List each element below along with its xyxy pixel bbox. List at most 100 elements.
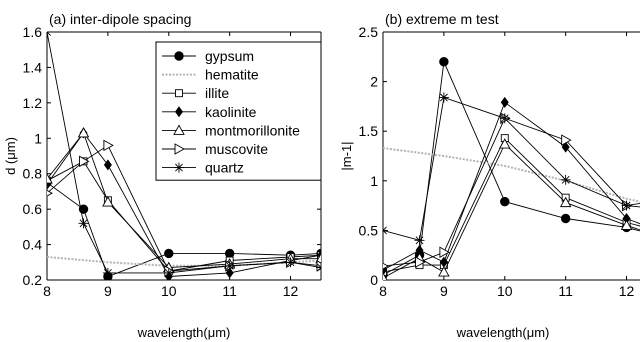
x-tick-label: 10 <box>497 283 513 299</box>
marker-open-triangle-up <box>559 196 572 208</box>
x-tick-label: 10 <box>161 283 177 299</box>
marker-filled-diamond <box>622 212 631 224</box>
marker-open-triangle-up <box>438 266 450 277</box>
marker-filled-diamond <box>103 159 112 171</box>
marker-open-triangle-up <box>499 138 511 149</box>
marker-asterisk <box>174 162 184 173</box>
marker-open-triangle-right <box>561 134 572 146</box>
marker-asterisk <box>499 113 510 124</box>
marker-open-triangle-up <box>102 196 114 207</box>
legend-label: quartz <box>205 160 244 176</box>
marker-open-triangle-right <box>47 189 53 197</box>
marker-asterisk <box>224 260 235 271</box>
y-tick-label: 1.2 <box>23 95 43 111</box>
marker-open-triangle-up <box>620 219 633 230</box>
asterisk-stroke <box>622 201 631 210</box>
x-axis-label: wavelength(μm) <box>137 325 231 340</box>
y-tick-label: 1 <box>370 173 378 189</box>
asterisk-stroke <box>103 268 112 277</box>
x-tick-label: 12 <box>283 283 299 299</box>
marker-asterisk <box>102 267 113 278</box>
marker-open-triangle-up <box>77 127 90 138</box>
y-tick-label: 0.4 <box>23 237 43 253</box>
marker-asterisk <box>438 92 449 103</box>
asterisk-stroke <box>317 266 321 272</box>
marker-filled-circle <box>500 196 510 207</box>
panel-a: 0.2 0.4 0.6 0.8 1 1.2 1.4 1.6 8 9 10 11 12 wavelength… <box>3 11 322 340</box>
marker-open-triangle-right <box>415 256 426 268</box>
x-axis-label: wavelength(μm) <box>456 325 550 340</box>
asterisk-stroke <box>175 163 183 172</box>
legend-label: kaolinite <box>205 104 257 120</box>
chart-title: (b) extreme m test <box>385 11 499 27</box>
marker-filled-circle <box>164 248 174 259</box>
asterisk-stroke <box>500 114 509 123</box>
x-tick-label: 12 <box>619 283 635 299</box>
asterisk-stroke <box>317 263 321 269</box>
asterisk-stroke <box>47 32 51 36</box>
marker-filled-diamond <box>439 256 448 268</box>
y-tick-label: 1.6 <box>23 24 43 40</box>
marker-open-triangle-right <box>103 139 114 152</box>
marker-filled-circle <box>439 57 449 67</box>
legend-label: illite <box>205 85 229 101</box>
y-tick-label: 0 <box>370 272 378 288</box>
x-tick-label: 11 <box>222 283 237 299</box>
marker-filled-circle <box>560 213 571 224</box>
panel-b: 0 0.5 1 1.5 2 2.5 8 9 10 11 12 wavelength(μm) |m-1| (… <box>339 11 640 340</box>
asterisk-stroke <box>439 93 448 102</box>
y-tick-label: 2 <box>370 74 378 90</box>
marker-asterisk <box>285 257 296 268</box>
marker-filled-circle <box>224 248 235 259</box>
x-tick-label: 9 <box>104 283 112 299</box>
marker-open-triangle-right <box>439 246 450 258</box>
legend-label: montmorillonite <box>205 122 300 138</box>
marker-filled-diamond <box>175 106 183 118</box>
marker-asterisk <box>316 262 321 273</box>
asterisk-stroke <box>225 261 234 270</box>
marker-filled-diamond <box>500 96 509 108</box>
legend-label: gypsum <box>205 48 254 64</box>
x-tick-label: 8 <box>379 283 387 299</box>
marker-open-triangle-up <box>47 173 53 184</box>
series-line-kaolinite <box>383 101 640 271</box>
asterisk-stroke <box>286 258 295 267</box>
y-tick-label: 0.2 <box>23 272 43 288</box>
plot-area <box>383 57 640 280</box>
marker-filled-circle <box>174 51 184 61</box>
y-tick-label: 0.5 <box>359 222 379 238</box>
asterisk-stroke <box>383 229 387 235</box>
y-tick-label: 1.4 <box>23 59 43 75</box>
x-tick-label: 9 <box>440 283 448 299</box>
y-axis-label: |m-1| <box>339 141 354 170</box>
series-line-hematite <box>47 256 321 267</box>
series-line-quartz <box>383 96 640 241</box>
marker-asterisk <box>383 225 388 236</box>
series-line-muscovite <box>383 117 640 267</box>
legend-box <box>155 41 322 181</box>
asterisk-stroke <box>415 236 424 245</box>
marker-open-triangle-right <box>383 262 389 270</box>
plot-area <box>47 32 321 280</box>
asterisk-stroke <box>561 175 570 184</box>
marker-asterisk <box>78 218 89 229</box>
marker-asterisk <box>47 32 52 37</box>
y-axis-label: d (μm) <box>3 137 18 175</box>
marker-asterisk <box>414 235 425 246</box>
marker-asterisk <box>621 200 632 211</box>
asterisk-stroke <box>79 219 88 228</box>
y-tick-label: 1.5 <box>359 123 379 139</box>
y-tick-label: 0.8 <box>23 166 43 182</box>
legend-label: muscovite <box>205 141 268 157</box>
y-tick-label: 1 <box>34 130 42 146</box>
series-line-hematite <box>383 147 640 203</box>
y-tick-label: 0.6 <box>23 201 43 217</box>
asterisk-stroke <box>164 268 173 277</box>
marker-open-triangle-up <box>173 124 185 135</box>
marker-asterisk <box>163 267 174 278</box>
marker-filled-diamond <box>415 244 424 256</box>
y-tick-label: 2.5 <box>359 24 379 40</box>
legend: gypsum hematite illite kaolinite montmorillo… <box>155 41 322 181</box>
marker-asterisk <box>560 174 571 185</box>
